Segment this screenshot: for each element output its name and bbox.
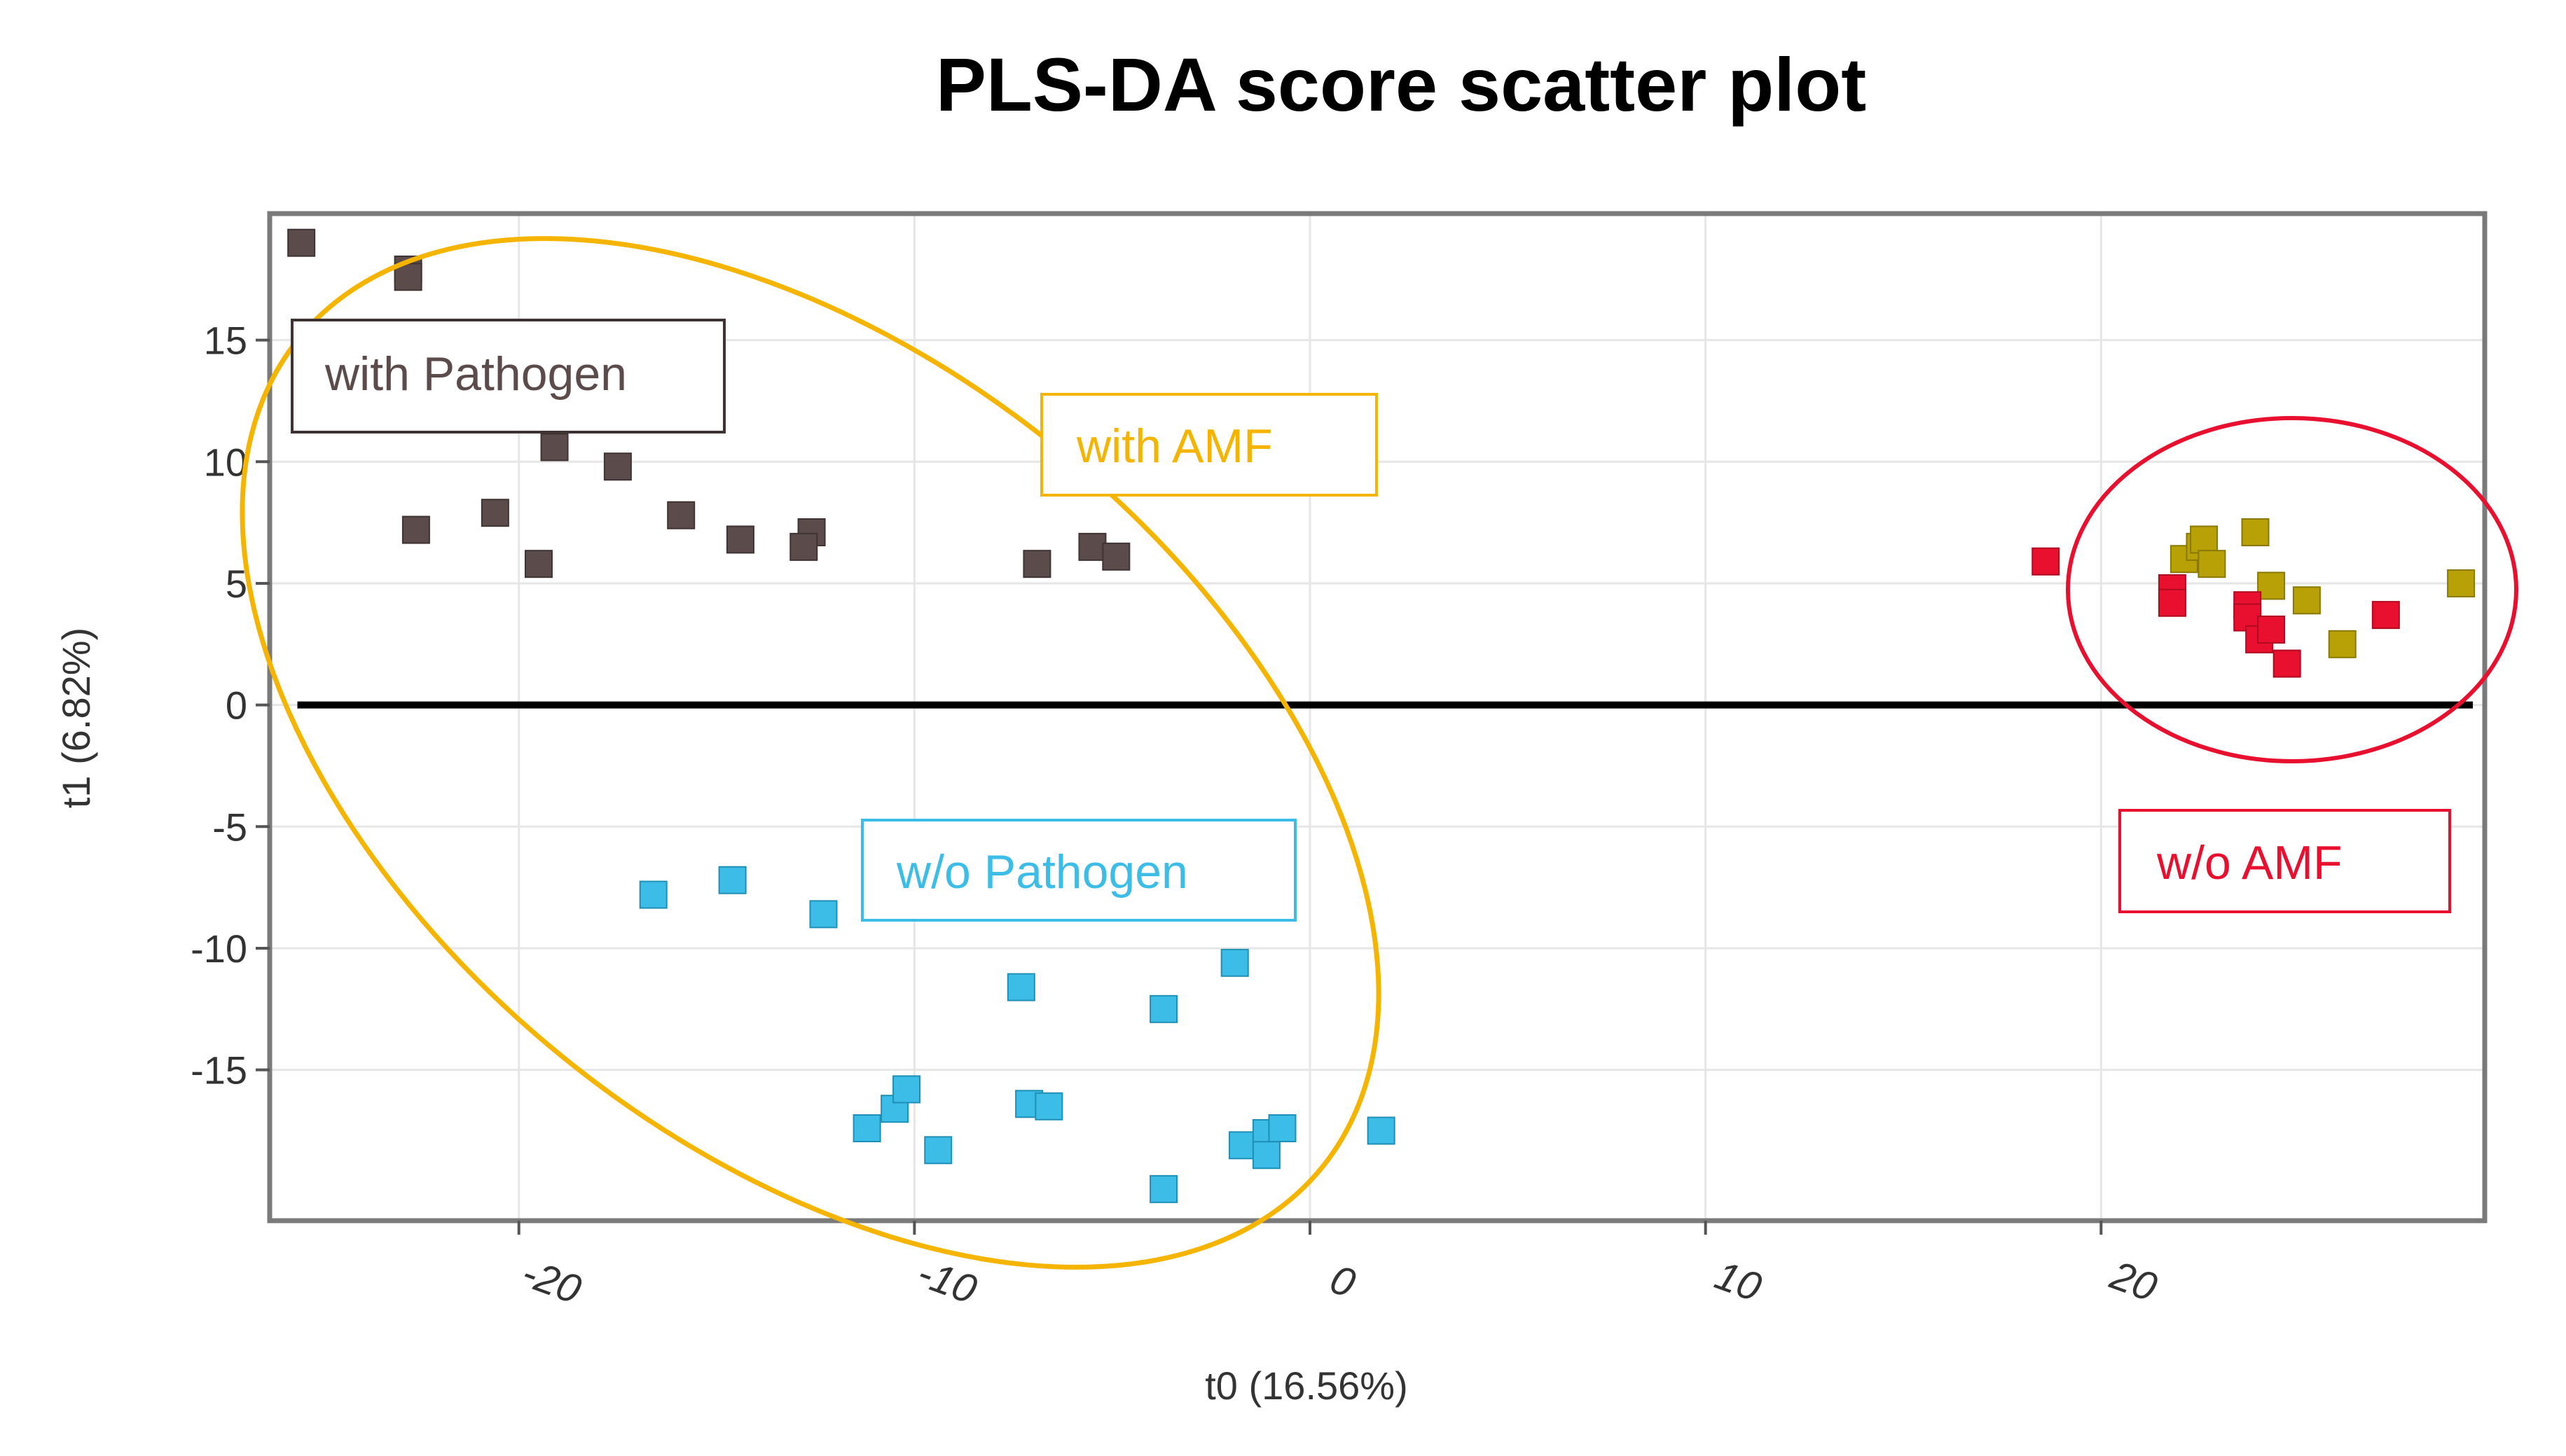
point-w-o-pathogen-12 — [1220, 948, 1249, 977]
annotation-wo-amf: w/o AMF — [2118, 809, 2451, 913]
annotation-text-wo-pathogen: w/o Pathogen — [896, 845, 1188, 899]
point-w-o-pathogen-11 — [1150, 1174, 1178, 1203]
annotation-box-wo-pathogen — [861, 819, 1297, 922]
x-tick-label-4: 20 — [2104, 1252, 2163, 1310]
point-w-o-pathogen-7 — [1007, 973, 1035, 1001]
y-tick-label-1: 10 — [204, 440, 247, 484]
point-w-o-amf-6 — [2257, 615, 2286, 644]
point-with-pathogen-7 — [603, 452, 632, 481]
point-w-o-pathogen-17 — [1367, 1116, 1395, 1145]
annotation-with-pathogen: with Pathogen — [291, 319, 726, 434]
point-with-pathogen-0 — [287, 228, 316, 257]
y-tick-label-0: 15 — [204, 319, 247, 363]
y-tick-label-2: 5 — [226, 562, 247, 606]
point-w-o-pathogen-5 — [892, 1075, 921, 1104]
ellipse-pathogen-group — [240, 236, 1381, 1270]
annotation-box-wo-amf — [2118, 809, 2451, 913]
point-with-pathogen-2 — [394, 263, 422, 291]
point-with-amf-4 — [2241, 518, 2270, 547]
point-w-o-pathogen-1 — [718, 866, 747, 894]
point-with-pathogen-6 — [540, 433, 569, 462]
x-tick-label-2: 0 — [1324, 1256, 1361, 1307]
point-with-pathogen-12 — [1023, 550, 1051, 578]
annotation-text-with-pathogen: with Pathogen — [324, 347, 627, 401]
point-with-pathogen-4 — [481, 499, 509, 527]
x-tick-label-3: 10 — [1709, 1252, 1767, 1310]
x-axis-label: t0 (16.56%) — [1205, 1364, 1408, 1408]
x-tick-label-0: -20 — [516, 1250, 587, 1313]
point-w-o-pathogen-15 — [1252, 1141, 1281, 1170]
annotation-box-with-amf — [1040, 393, 1378, 497]
annotation-box-with-pathogen — [291, 319, 726, 434]
annotation-with-amf: with AMF — [1040, 393, 1378, 497]
point-with-amf-6 — [2292, 586, 2321, 615]
point-w-o-amf-0 — [2032, 547, 2060, 576]
point-w-o-amf-8 — [2371, 601, 2400, 630]
point-w-o-pathogen-13 — [1229, 1131, 1257, 1160]
point-w-o-pathogen-0 — [639, 880, 668, 909]
annotation-text-wo-amf: w/o AMF — [2156, 836, 2343, 889]
ellipse-amf-group — [2066, 416, 2518, 763]
point-w-o-amf-7 — [2272, 649, 2301, 678]
point-with-pathogen-5 — [524, 550, 553, 578]
point-with-amf-7 — [2328, 630, 2357, 658]
plot-frame — [267, 211, 2488, 1223]
point-w-o-pathogen-9 — [1035, 1092, 1063, 1121]
point-w-o-pathogen-3 — [853, 1114, 881, 1143]
point-with-pathogen-13 — [1078, 532, 1107, 561]
point-with-pathogen-3 — [401, 515, 430, 544]
point-layer — [287, 228, 2476, 1203]
point-w-o-amf-2 — [2158, 588, 2186, 617]
point-with-amf-3 — [2198, 550, 2226, 578]
point-w-o-pathogen-10 — [1150, 994, 1178, 1023]
point-with-amf-5 — [2257, 571, 2286, 600]
y-tick-label-3: 0 — [226, 684, 247, 728]
point-w-o-pathogen-16 — [1268, 1114, 1297, 1143]
point-with-pathogen-11 — [789, 532, 818, 561]
annotation-text-with-amf: with AMF — [1076, 420, 1273, 473]
point-with-amf-2 — [2190, 525, 2219, 554]
y-tick-label-5: -10 — [191, 927, 247, 971]
point-with-amf-8 — [2447, 569, 2476, 597]
y-tick-label-6: -15 — [191, 1048, 247, 1093]
point-w-o-pathogen-6 — [924, 1136, 953, 1165]
point-with-pathogen-8 — [667, 501, 696, 529]
point-with-pathogen-14 — [1102, 542, 1131, 571]
annotation-wo-pathogen: w/o Pathogen — [861, 819, 1297, 922]
point-w-o-pathogen-2 — [809, 900, 838, 929]
y-axis-label: t1 (6.82%) — [54, 628, 98, 808]
point-with-pathogen-9 — [726, 525, 754, 554]
y-tick-label-4: -5 — [212, 805, 247, 849]
chart-title: PLS-DA score scatter plot — [936, 42, 1866, 127]
